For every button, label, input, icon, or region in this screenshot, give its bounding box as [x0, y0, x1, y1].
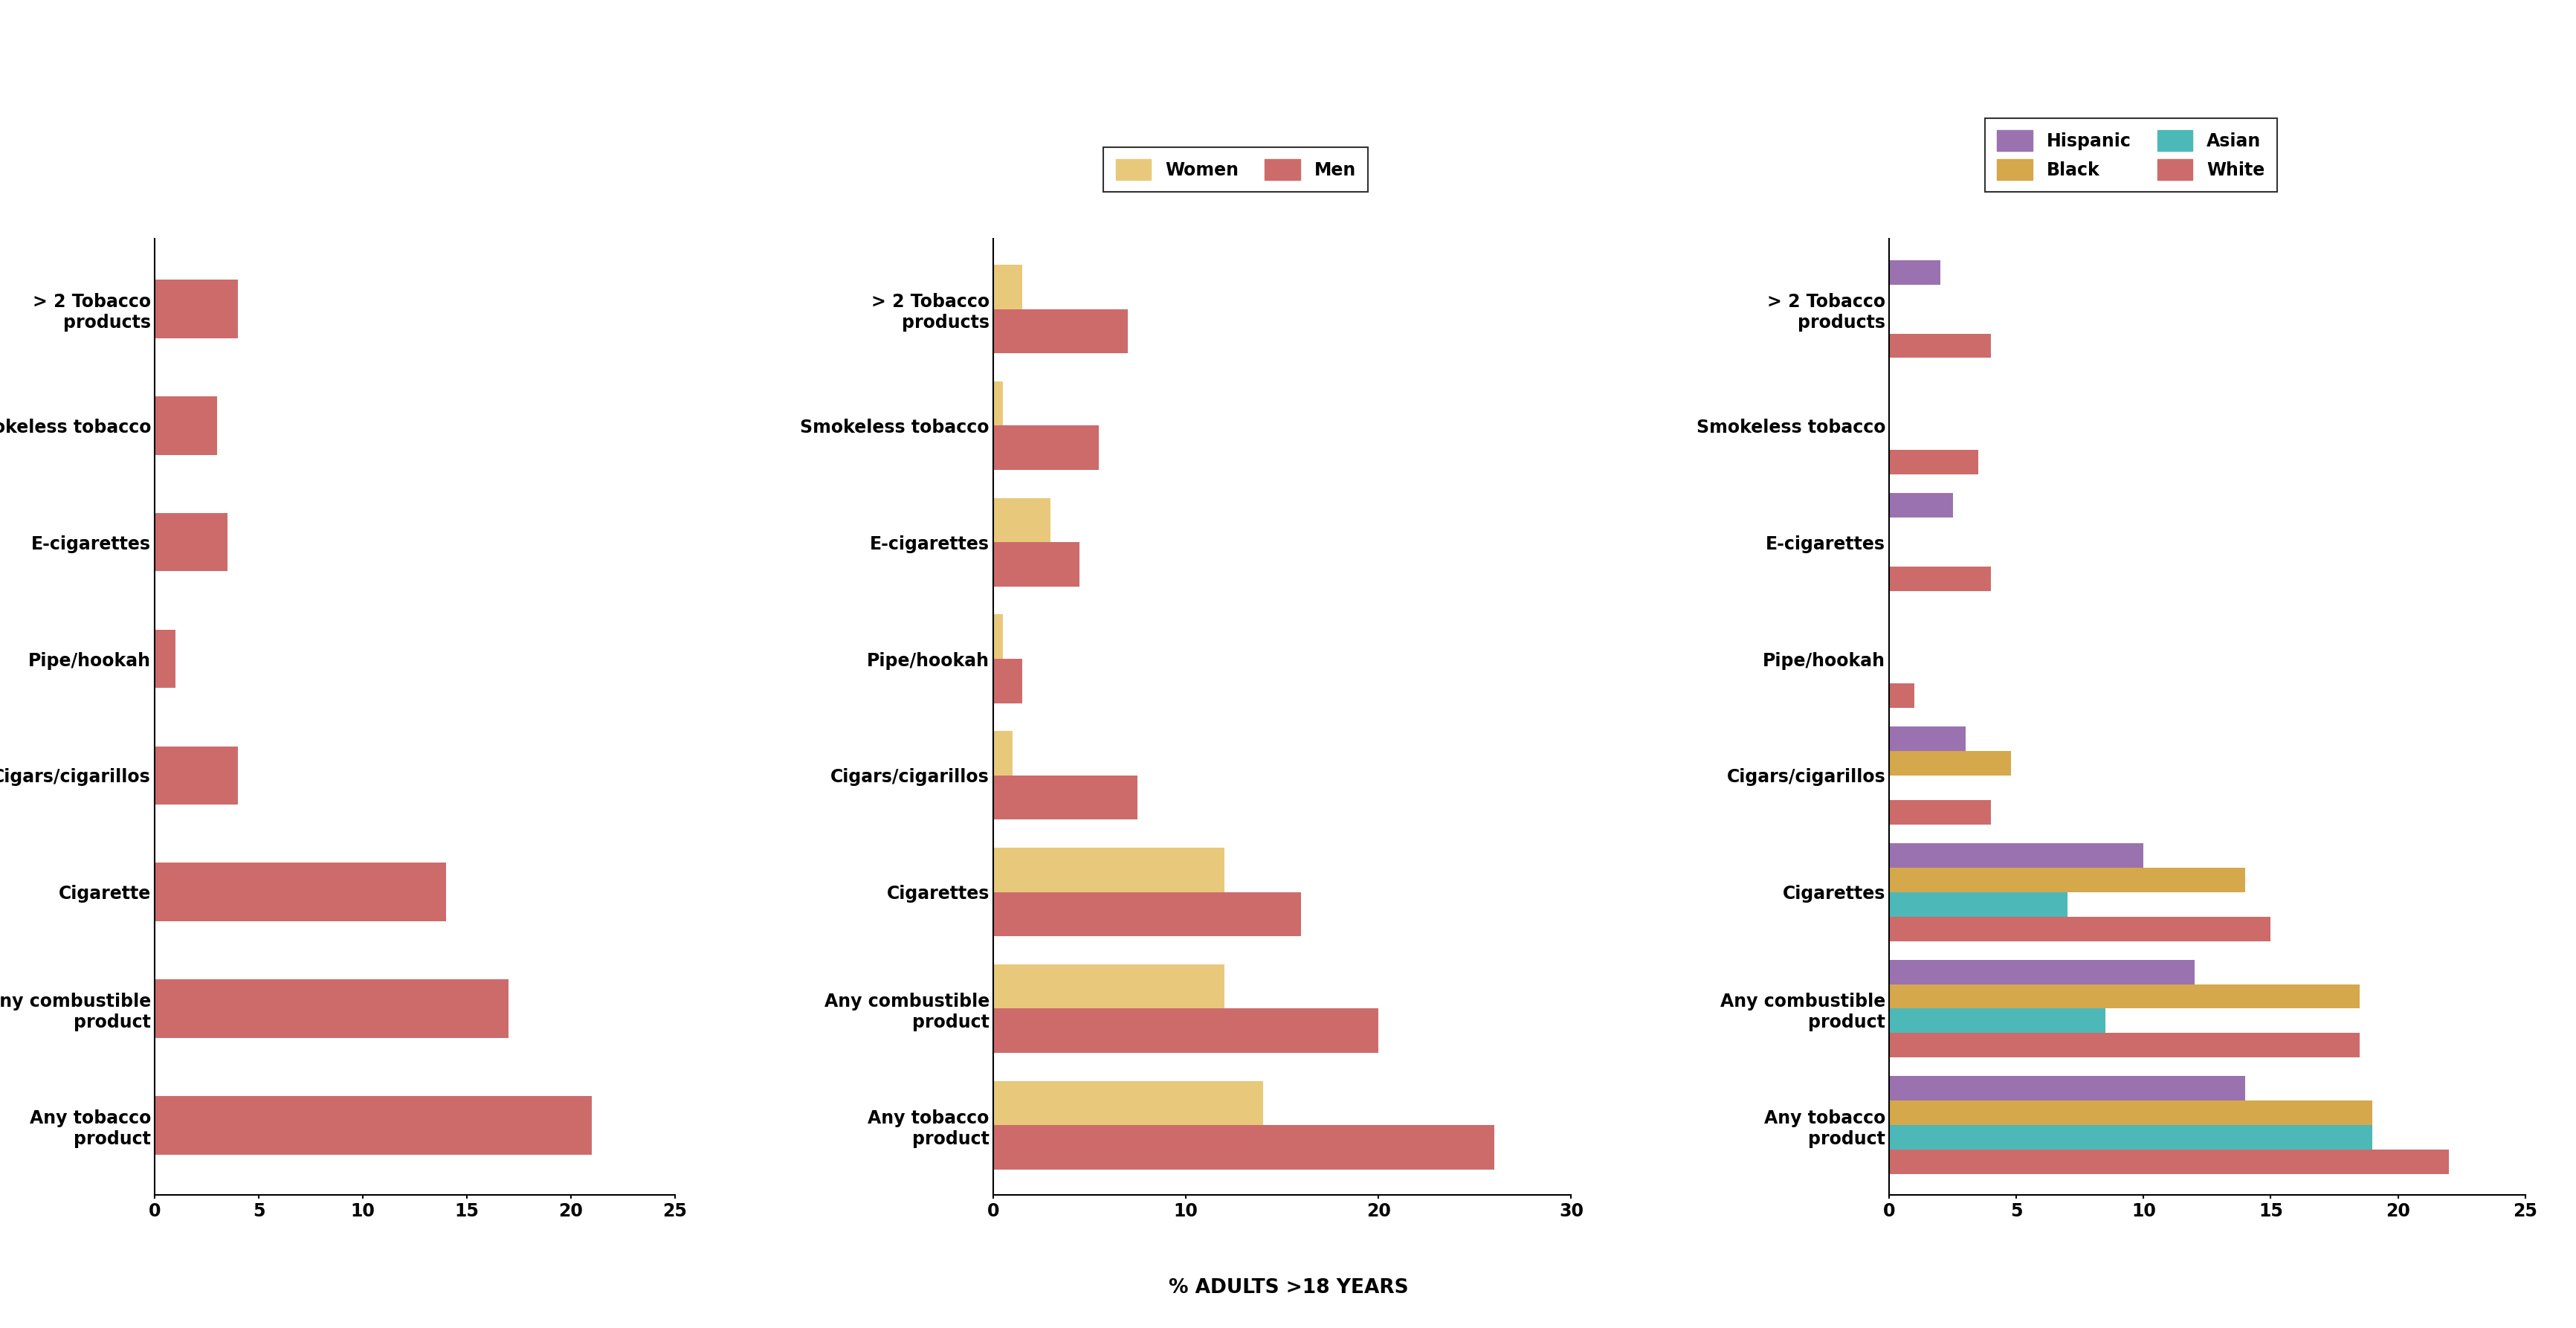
Bar	[155, 863, 446, 922]
Bar	[1888, 916, 2269, 942]
Bar	[1888, 1009, 2105, 1033]
Bar	[992, 542, 1079, 587]
Bar	[992, 776, 1136, 819]
Bar	[1888, 984, 2360, 1009]
Bar	[992, 309, 1128, 353]
Bar	[1888, 726, 1965, 750]
Bar	[155, 280, 237, 339]
Bar	[155, 1096, 592, 1154]
Bar	[1888, 493, 1953, 518]
Bar	[1888, 750, 2012, 776]
Bar	[992, 732, 1012, 776]
Bar	[992, 964, 1224, 1009]
Text: % ADULTS >18 YEARS: % ADULTS >18 YEARS	[1167, 1279, 1409, 1297]
Bar	[992, 498, 1051, 542]
Bar	[1888, 799, 1991, 825]
Bar	[992, 381, 1002, 425]
Legend: Women, Men: Women, Men	[1103, 147, 1368, 193]
Bar	[1888, 867, 2244, 892]
Bar	[1888, 684, 1914, 708]
Bar	[1888, 450, 1978, 474]
Bar	[155, 397, 216, 454]
Bar	[1888, 1125, 2372, 1150]
Bar	[1888, 1076, 2244, 1101]
Bar	[992, 615, 1002, 659]
Bar	[992, 1081, 1262, 1125]
Bar	[155, 513, 227, 571]
Bar	[992, 847, 1224, 892]
Bar	[155, 746, 237, 805]
Bar	[992, 659, 1023, 703]
Bar	[1888, 333, 1991, 359]
Bar	[1888, 1101, 2372, 1125]
Bar	[992, 1009, 1378, 1053]
Bar	[155, 629, 175, 688]
Bar	[1888, 960, 2195, 984]
Bar	[1888, 1150, 2447, 1174]
Bar	[992, 425, 1100, 470]
Bar	[1888, 843, 2143, 867]
Bar	[1888, 260, 1940, 284]
Bar	[1888, 567, 1991, 591]
Bar	[992, 892, 1301, 936]
Bar	[155, 980, 507, 1037]
Bar	[992, 1125, 1494, 1170]
Bar	[992, 264, 1023, 309]
Bar	[1888, 892, 2066, 916]
Legend: Hispanic, Black, Asian, White: Hispanic, Black, Asian, White	[1984, 118, 2277, 193]
Bar	[1888, 1033, 2360, 1057]
